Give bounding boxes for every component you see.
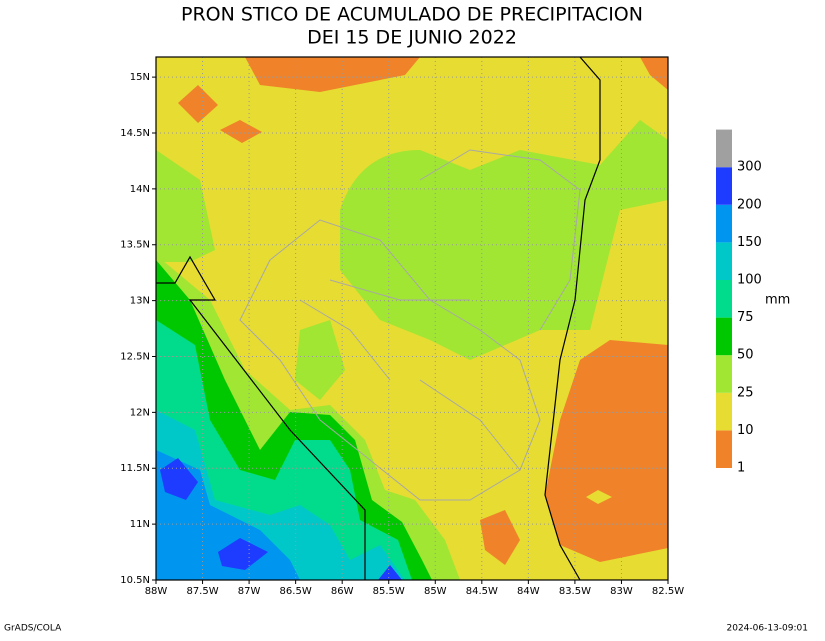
x-tick-label: 85.5W xyxy=(373,586,405,597)
x-tick-label: 83.5W xyxy=(559,586,591,597)
colorbar-label: 50 xyxy=(737,348,754,363)
x-tick-label: 86W xyxy=(331,586,354,597)
x-tick-label: 85W xyxy=(424,586,447,597)
colorbar-swatch xyxy=(716,280,732,318)
y-tick-label: 15N xyxy=(130,72,150,83)
colorbar: 1 10 25 50 75 100 150 200 300 xyxy=(716,129,762,476)
x-tick-label: 87.5W xyxy=(186,586,218,597)
x-tick-label: 84.5W xyxy=(466,586,498,597)
colorbar-swatch xyxy=(716,204,732,243)
footer-right: 2024-06-13-09:01 xyxy=(727,624,809,634)
x-tick-label: 87W xyxy=(238,586,261,597)
precip-field xyxy=(156,57,668,580)
graticule xyxy=(152,57,669,584)
x-tick-label: 86.5W xyxy=(280,586,312,597)
colorbar-label: 25 xyxy=(737,385,754,400)
colorbar-swatch xyxy=(716,129,732,168)
title-line: DEI 15 DE JUNIO 2022 xyxy=(307,27,517,49)
colorbar-swatch xyxy=(716,430,732,468)
colorbar-label: 75 xyxy=(737,310,754,325)
title-line: PRON STICO DE ACUMULADO DE PRECIPITACION xyxy=(181,4,643,26)
colorbar-swatch xyxy=(716,167,732,205)
borders xyxy=(156,56,601,581)
y-tick-label: 14N xyxy=(130,184,150,195)
y-tick-label: 12.5N xyxy=(120,351,150,362)
colorbar-swatch xyxy=(716,392,732,431)
colorbar-label: 10 xyxy=(737,423,754,438)
y-tick-label: 11.5N xyxy=(120,463,150,474)
y-tick-label: 12N xyxy=(130,407,150,418)
y-tick-label: 10.5N xyxy=(120,575,150,586)
footer-left: GrADS/COLA xyxy=(4,624,62,634)
x-tick-label: 84W xyxy=(517,586,540,597)
colorbar-label: 200 xyxy=(737,197,762,212)
y-tick-label: 13.5N xyxy=(120,240,150,251)
y-tick-label: 13N xyxy=(130,296,150,307)
colorbar-swatch xyxy=(716,355,732,393)
colorbar-label: 100 xyxy=(737,273,762,288)
map-frame xyxy=(155,56,669,581)
colorbar-swatch xyxy=(716,242,732,280)
colorbar-label: 1 xyxy=(737,461,745,476)
y-tick-label: 14.5N xyxy=(120,128,150,139)
x-tick-label: 88W xyxy=(145,586,168,597)
x-tick-label: 82.5W xyxy=(652,586,684,597)
colorbar-unit: mm xyxy=(765,293,790,308)
colorbar-swatch xyxy=(716,317,732,356)
colorbar-label: 150 xyxy=(737,235,762,250)
colorbar-label: 300 xyxy=(737,160,762,175)
x-tick-label: 83W xyxy=(610,586,633,597)
y-tick-label: 11N xyxy=(130,519,150,530)
